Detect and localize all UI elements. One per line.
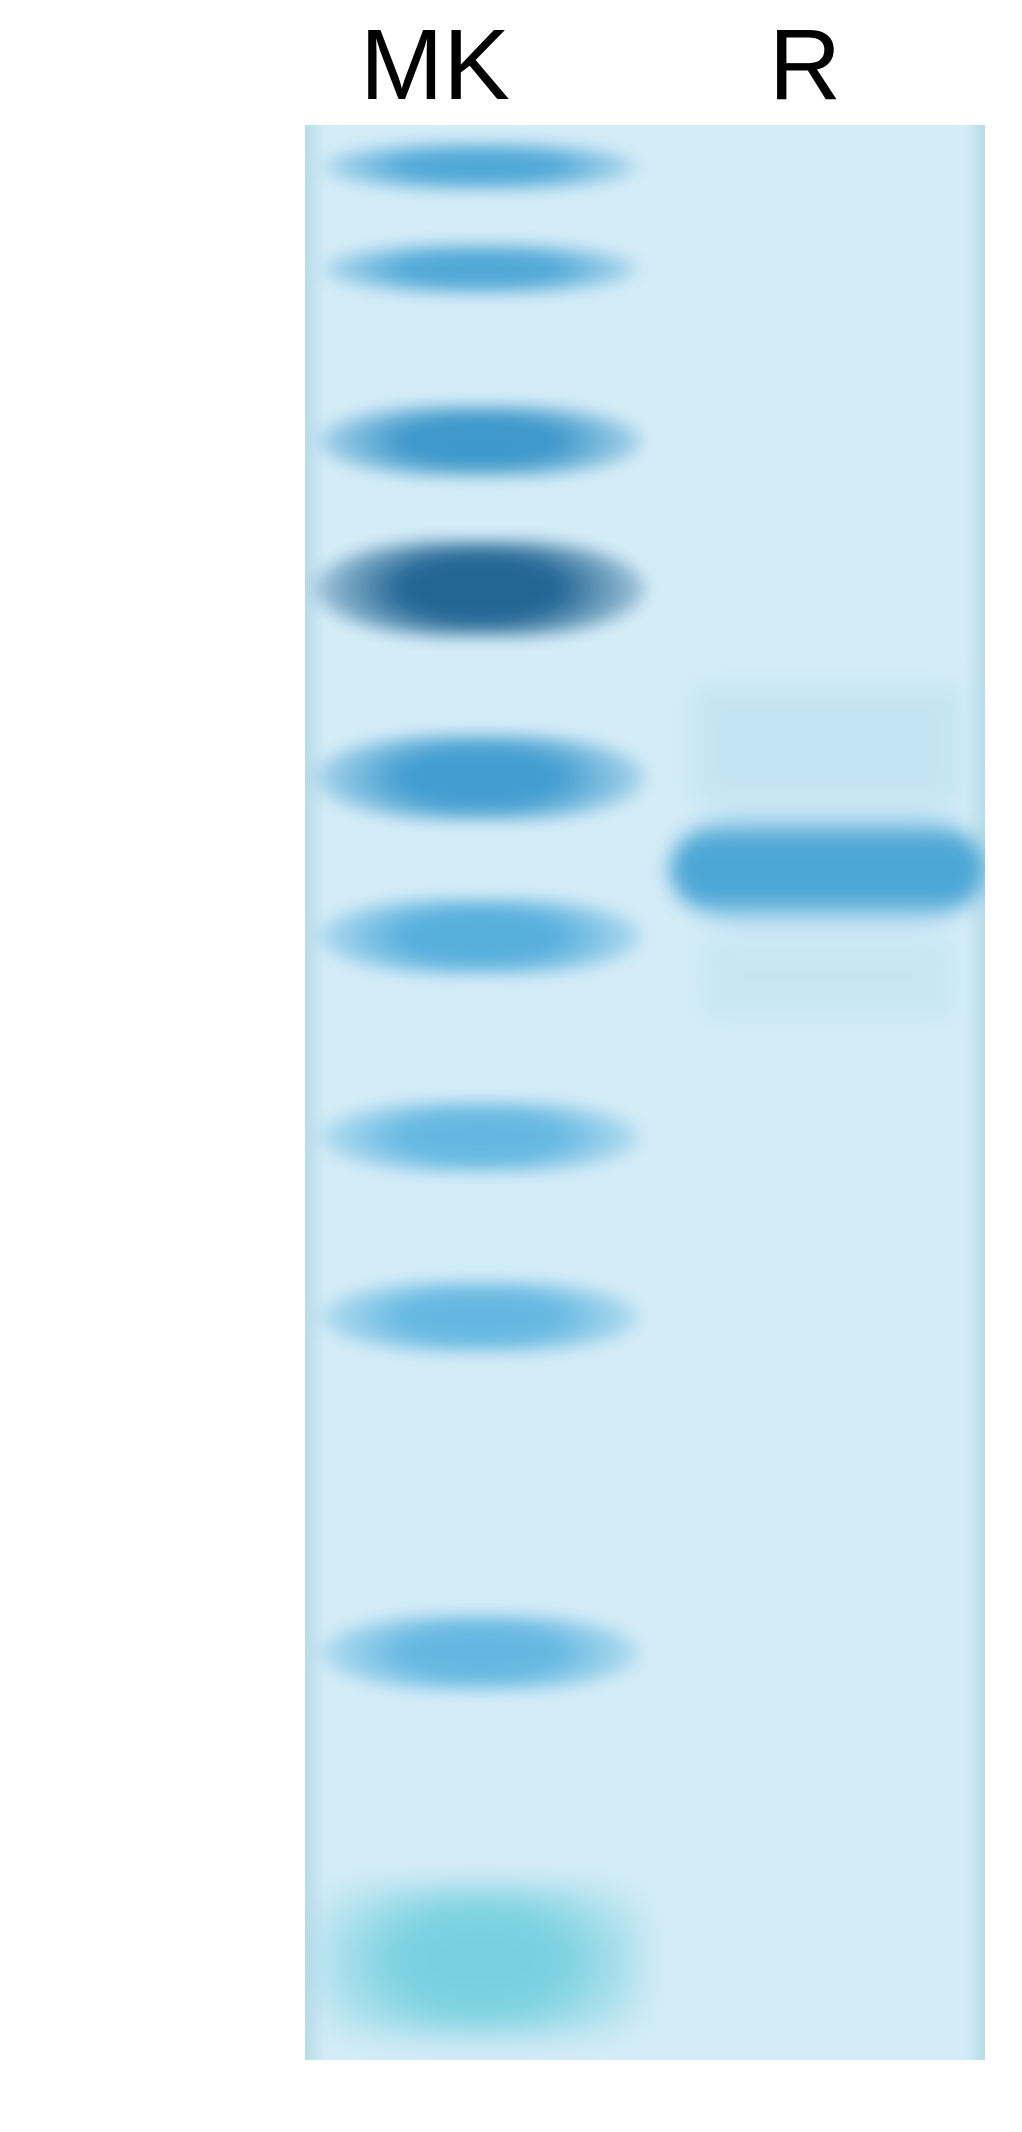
lane-header-r: R xyxy=(745,8,865,123)
marker-band-7 xyxy=(320,1282,640,1352)
marker-band-5 xyxy=(318,899,641,974)
marker-band-6 xyxy=(320,1102,640,1172)
marker-band-2 xyxy=(318,406,641,476)
marker-band-8 xyxy=(320,1615,640,1690)
marker-band-3 xyxy=(315,541,645,636)
sample-smear-1 xyxy=(702,938,954,1018)
marker-band-1 xyxy=(323,245,637,293)
marker-band-4 xyxy=(315,735,645,820)
marker-band-0 xyxy=(323,144,637,189)
marker-band-9 xyxy=(315,1886,645,2036)
sample-band-0 xyxy=(670,812,985,927)
lane-header-mk: MK xyxy=(345,8,525,123)
sample-smear-0 xyxy=(694,686,962,806)
sample-lane xyxy=(670,125,985,2060)
gel-image-area xyxy=(305,125,985,2060)
marker-lane xyxy=(315,125,645,2060)
